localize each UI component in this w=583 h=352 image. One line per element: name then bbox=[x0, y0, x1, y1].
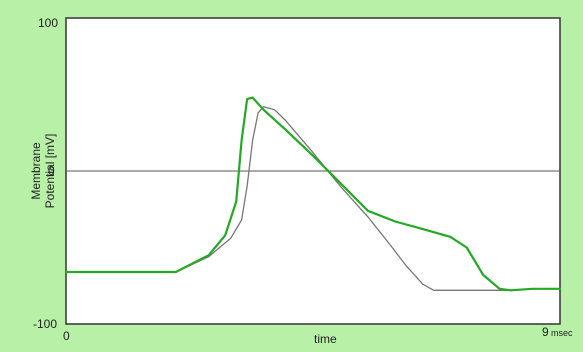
x-tick-label-start: 0 bbox=[63, 329, 70, 343]
y-tick-label-top: 100 bbox=[38, 16, 58, 30]
x-axis-unit-label: msec bbox=[551, 328, 573, 338]
x-tick-label-end: 9 bbox=[542, 325, 549, 339]
y-tick-label-bottom: -100 bbox=[33, 317, 57, 331]
series-line-green bbox=[64, 96, 562, 292]
series-line-gray bbox=[65, 106, 561, 291]
y-axis-label-line1: Membrane bbox=[29, 142, 43, 200]
series-layer bbox=[64, 96, 562, 292]
x-axis-label: time bbox=[314, 332, 337, 346]
y-tick-label-middle: 0 bbox=[48, 164, 55, 178]
y-axis-label-line2: Potential [mV] bbox=[43, 134, 57, 209]
